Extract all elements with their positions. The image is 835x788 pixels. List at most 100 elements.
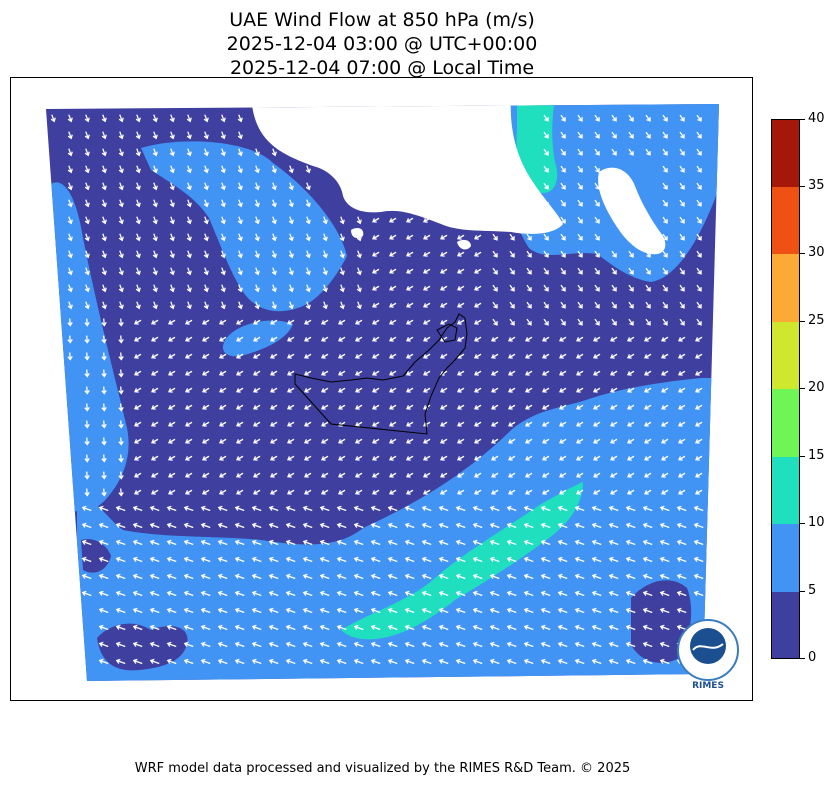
wind-arrow — [253, 421, 261, 427]
wind-arrow — [509, 250, 515, 258]
wind-arrow — [440, 268, 448, 274]
wind-arrow — [185, 353, 193, 359]
wind-arrow — [372, 251, 380, 257]
wind-arrow — [237, 216, 243, 225]
colorbar-segment-30-35 — [771, 186, 800, 254]
wind-arrow — [287, 404, 295, 410]
wind-arrow — [594, 250, 600, 258]
wind-arrow — [304, 421, 312, 427]
wind-arrow — [151, 455, 159, 461]
wind-arrow — [574, 658, 585, 665]
wind-arrow — [577, 114, 583, 122]
wind-arrow — [406, 438, 414, 444]
wind-arrow — [151, 472, 159, 478]
wind-arrow — [305, 284, 311, 293]
wind-arrow — [84, 369, 90, 378]
wind-arrow — [219, 438, 227, 444]
wind-arrow — [661, 404, 669, 410]
wind-arrow — [542, 370, 550, 376]
wind-arrow — [662, 114, 668, 122]
wind-arrow — [678, 353, 686, 359]
wind-arrow — [542, 421, 550, 427]
wind-arrow — [610, 404, 618, 410]
wind-arrow — [118, 471, 124, 480]
wind-arrow — [372, 472, 380, 478]
wind-arrow — [288, 216, 294, 225]
wind-arrow — [115, 505, 126, 512]
wind-arrow — [336, 607, 347, 614]
wind-arrow — [423, 387, 431, 393]
wind-arrow — [594, 284, 600, 292]
wind-arrow — [302, 522, 313, 529]
wind-arrow — [132, 556, 143, 563]
wind-arrow — [152, 165, 158, 174]
wind-arrow — [271, 284, 277, 293]
wind-arrow — [202, 421, 210, 427]
wind-arrow — [457, 336, 465, 342]
wind-arrow — [574, 556, 585, 563]
wind-arrow — [492, 216, 498, 224]
wind-arrow — [149, 658, 160, 665]
wind-arrow — [525, 455, 533, 461]
wind-arrow — [98, 573, 109, 580]
wind-arrow — [406, 370, 414, 376]
wind-arrow — [661, 472, 669, 478]
wind-arrow — [169, 216, 175, 225]
wind-arrow — [302, 607, 313, 614]
wind-arrow — [134, 336, 142, 342]
wind-arrow — [661, 387, 669, 393]
wind-arrow — [543, 148, 549, 156]
wind-arrow — [696, 267, 702, 275]
wind-arrow — [220, 216, 226, 225]
wind-arrow — [372, 370, 380, 376]
wind-arrow — [236, 319, 244, 325]
wind-arrow — [676, 624, 687, 631]
wind-arrow — [676, 539, 687, 546]
wind-arrow — [270, 421, 278, 427]
wind-arrow — [695, 472, 703, 478]
wind-arrow — [287, 489, 295, 495]
wind-arrow — [98, 607, 109, 614]
wind-arrow — [203, 148, 209, 157]
wind-arrow — [237, 131, 243, 140]
wind-arrow — [200, 522, 211, 529]
wind-arrow — [336, 641, 347, 648]
wind-arrow — [693, 573, 704, 580]
wind-arrow — [625, 607, 636, 614]
wind-arrow — [472, 607, 483, 614]
wind-arrow — [101, 454, 107, 463]
wind-arrow — [219, 404, 227, 410]
wind-arrow — [67, 216, 73, 225]
wind-arrow — [355, 421, 363, 427]
wind-arrow — [118, 454, 124, 463]
wind-arrow — [219, 472, 227, 478]
wind-arrow — [84, 216, 90, 225]
wind-arrow — [474, 336, 482, 342]
wind-arrow — [234, 658, 245, 665]
wind-arrow — [151, 438, 159, 444]
colorbar-tick-15 — [800, 456, 805, 457]
wind-arrow — [169, 250, 175, 259]
wind-arrow — [81, 573, 92, 580]
wind-arrow — [305, 233, 311, 242]
wind-arrow — [559, 472, 567, 478]
colorbar-label-10: 10 — [808, 515, 825, 530]
wind-arrow — [457, 234, 465, 240]
wind-arrow — [372, 285, 380, 291]
wind-arrow — [492, 233, 498, 241]
wind-arrow — [440, 404, 448, 410]
wind-arrow — [251, 556, 262, 563]
wind-arrow — [287, 421, 295, 427]
wind-arrow — [491, 370, 499, 376]
wind-arrow — [440, 302, 448, 308]
wind-arrow — [628, 267, 634, 275]
wind-arrow — [305, 267, 311, 276]
wind-arrow — [509, 233, 515, 241]
wind-arrow — [693, 522, 704, 529]
wind-arrow — [151, 370, 159, 376]
wind-arrow — [168, 472, 176, 478]
wind-arrow — [508, 387, 516, 393]
colorbar-segment-0-5 — [771, 591, 800, 659]
wind-arrow — [506, 624, 517, 631]
wind-arrow — [67, 182, 73, 191]
